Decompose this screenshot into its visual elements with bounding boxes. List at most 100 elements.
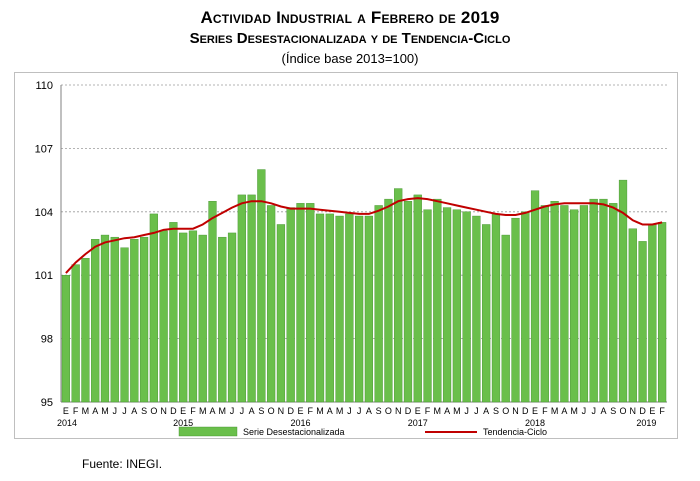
x-tick-label: O (502, 406, 509, 416)
x-tick-label: N (512, 406, 519, 416)
x-tick-label: N (160, 406, 167, 416)
bar (638, 241, 647, 403)
x-tick-label: M (570, 406, 578, 416)
source-note: Fuente: INEGI. (82, 457, 163, 471)
bar (71, 264, 80, 403)
bar (452, 209, 461, 403)
bar (315, 213, 325, 403)
x-tick-label: M (199, 406, 207, 416)
bar (237, 194, 246, 403)
bar (511, 217, 520, 403)
bar (335, 215, 344, 403)
bar (247, 194, 256, 403)
y-tick-label: 101 (35, 270, 53, 282)
bar (491, 213, 501, 403)
y-tick-label: 104 (35, 207, 53, 219)
bar (374, 205, 383, 403)
bar (394, 188, 403, 403)
bar (423, 209, 432, 403)
bar (482, 224, 491, 403)
x-tick-label: D (522, 406, 529, 416)
bar (599, 198, 608, 403)
x-tick-label: M (336, 406, 344, 416)
x-tick-label: O (385, 406, 392, 416)
x-tick-label: F (307, 406, 313, 416)
x-tick-label: E (297, 406, 303, 416)
x-tick-label: D (405, 406, 412, 416)
y-tick-label: 98 (41, 334, 53, 346)
legend-bar-swatch (178, 426, 238, 437)
bar (628, 228, 637, 403)
chart-frame: 95 98 101 104 107 110 E F M A M J J A S O N D E F M A M J J A S O N D… (14, 72, 678, 439)
bar (413, 194, 422, 403)
x-tick-label: J (474, 406, 479, 416)
bar (609, 203, 618, 403)
bar (433, 198, 442, 403)
bar (472, 215, 481, 403)
bar (110, 236, 119, 403)
bar (120, 247, 129, 403)
x-tick-label: F (190, 406, 196, 416)
y-tick-label: 107 (35, 143, 53, 155)
bar (188, 230, 198, 403)
bar (364, 215, 373, 403)
x-tick-label: M (434, 406, 442, 416)
x-tick-label: O (150, 406, 157, 416)
x-tick-label: S (610, 406, 616, 416)
bar (139, 236, 149, 403)
x-tick-label: O (620, 406, 627, 416)
bar (579, 205, 589, 403)
bar (355, 215, 364, 403)
bar (618, 179, 628, 403)
x-tick-label: A (366, 406, 372, 416)
x-tick-label: S (376, 406, 382, 416)
year-label: 2017 (408, 418, 428, 428)
x-tick-label: J (113, 406, 118, 416)
legend-label: Tendencia-Ciclo (483, 427, 547, 437)
bar (530, 190, 540, 403)
chart-title: Actividad Industrial a Febrero de 2019 (200, 8, 500, 27)
bar (296, 203, 305, 403)
bar (218, 236, 227, 403)
x-tick-label: M (101, 406, 109, 416)
x-tick-label: M (453, 406, 461, 416)
year-label: 2015 (173, 418, 193, 428)
bar (570, 209, 579, 403)
x-tick-label: S (258, 406, 264, 416)
x-tick-label: N (278, 406, 285, 416)
x-tick-label: J (230, 406, 235, 416)
x-tick-label: F (425, 406, 431, 416)
x-tick-label: F (542, 406, 548, 416)
x-tick-label: A (92, 406, 98, 416)
y-tick-label: 95 (41, 397, 53, 409)
x-tick-label: F (73, 406, 79, 416)
x-tick-label: E (415, 406, 421, 416)
x-tick-label: M (219, 406, 227, 416)
bar (149, 213, 158, 403)
x-tick-label: N (395, 406, 402, 416)
bar (81, 258, 90, 403)
bar (325, 213, 334, 403)
x-tick-label: A (327, 406, 333, 416)
x-tick-label: J (582, 406, 587, 416)
bar (130, 239, 139, 403)
bar (257, 169, 266, 403)
x-tick-label: E (180, 406, 186, 416)
x-tick-label: D (639, 406, 646, 416)
x-tick-label: E (63, 406, 69, 416)
legend-label: Serie Desestacionalizada (243, 427, 345, 437)
bar (462, 211, 471, 403)
x-tick-label: F (659, 406, 665, 416)
x-tick-label: O (268, 406, 275, 416)
trend-line (65, 197, 663, 274)
bar (384, 198, 393, 403)
year-label: 2018 (525, 418, 545, 428)
bar (442, 207, 452, 403)
bar (91, 239, 100, 403)
x-tick-label: D (287, 406, 294, 416)
x-tick-label: A (249, 406, 255, 416)
bar (179, 232, 188, 403)
bar (345, 213, 354, 403)
x-tick-label: S (141, 406, 147, 416)
